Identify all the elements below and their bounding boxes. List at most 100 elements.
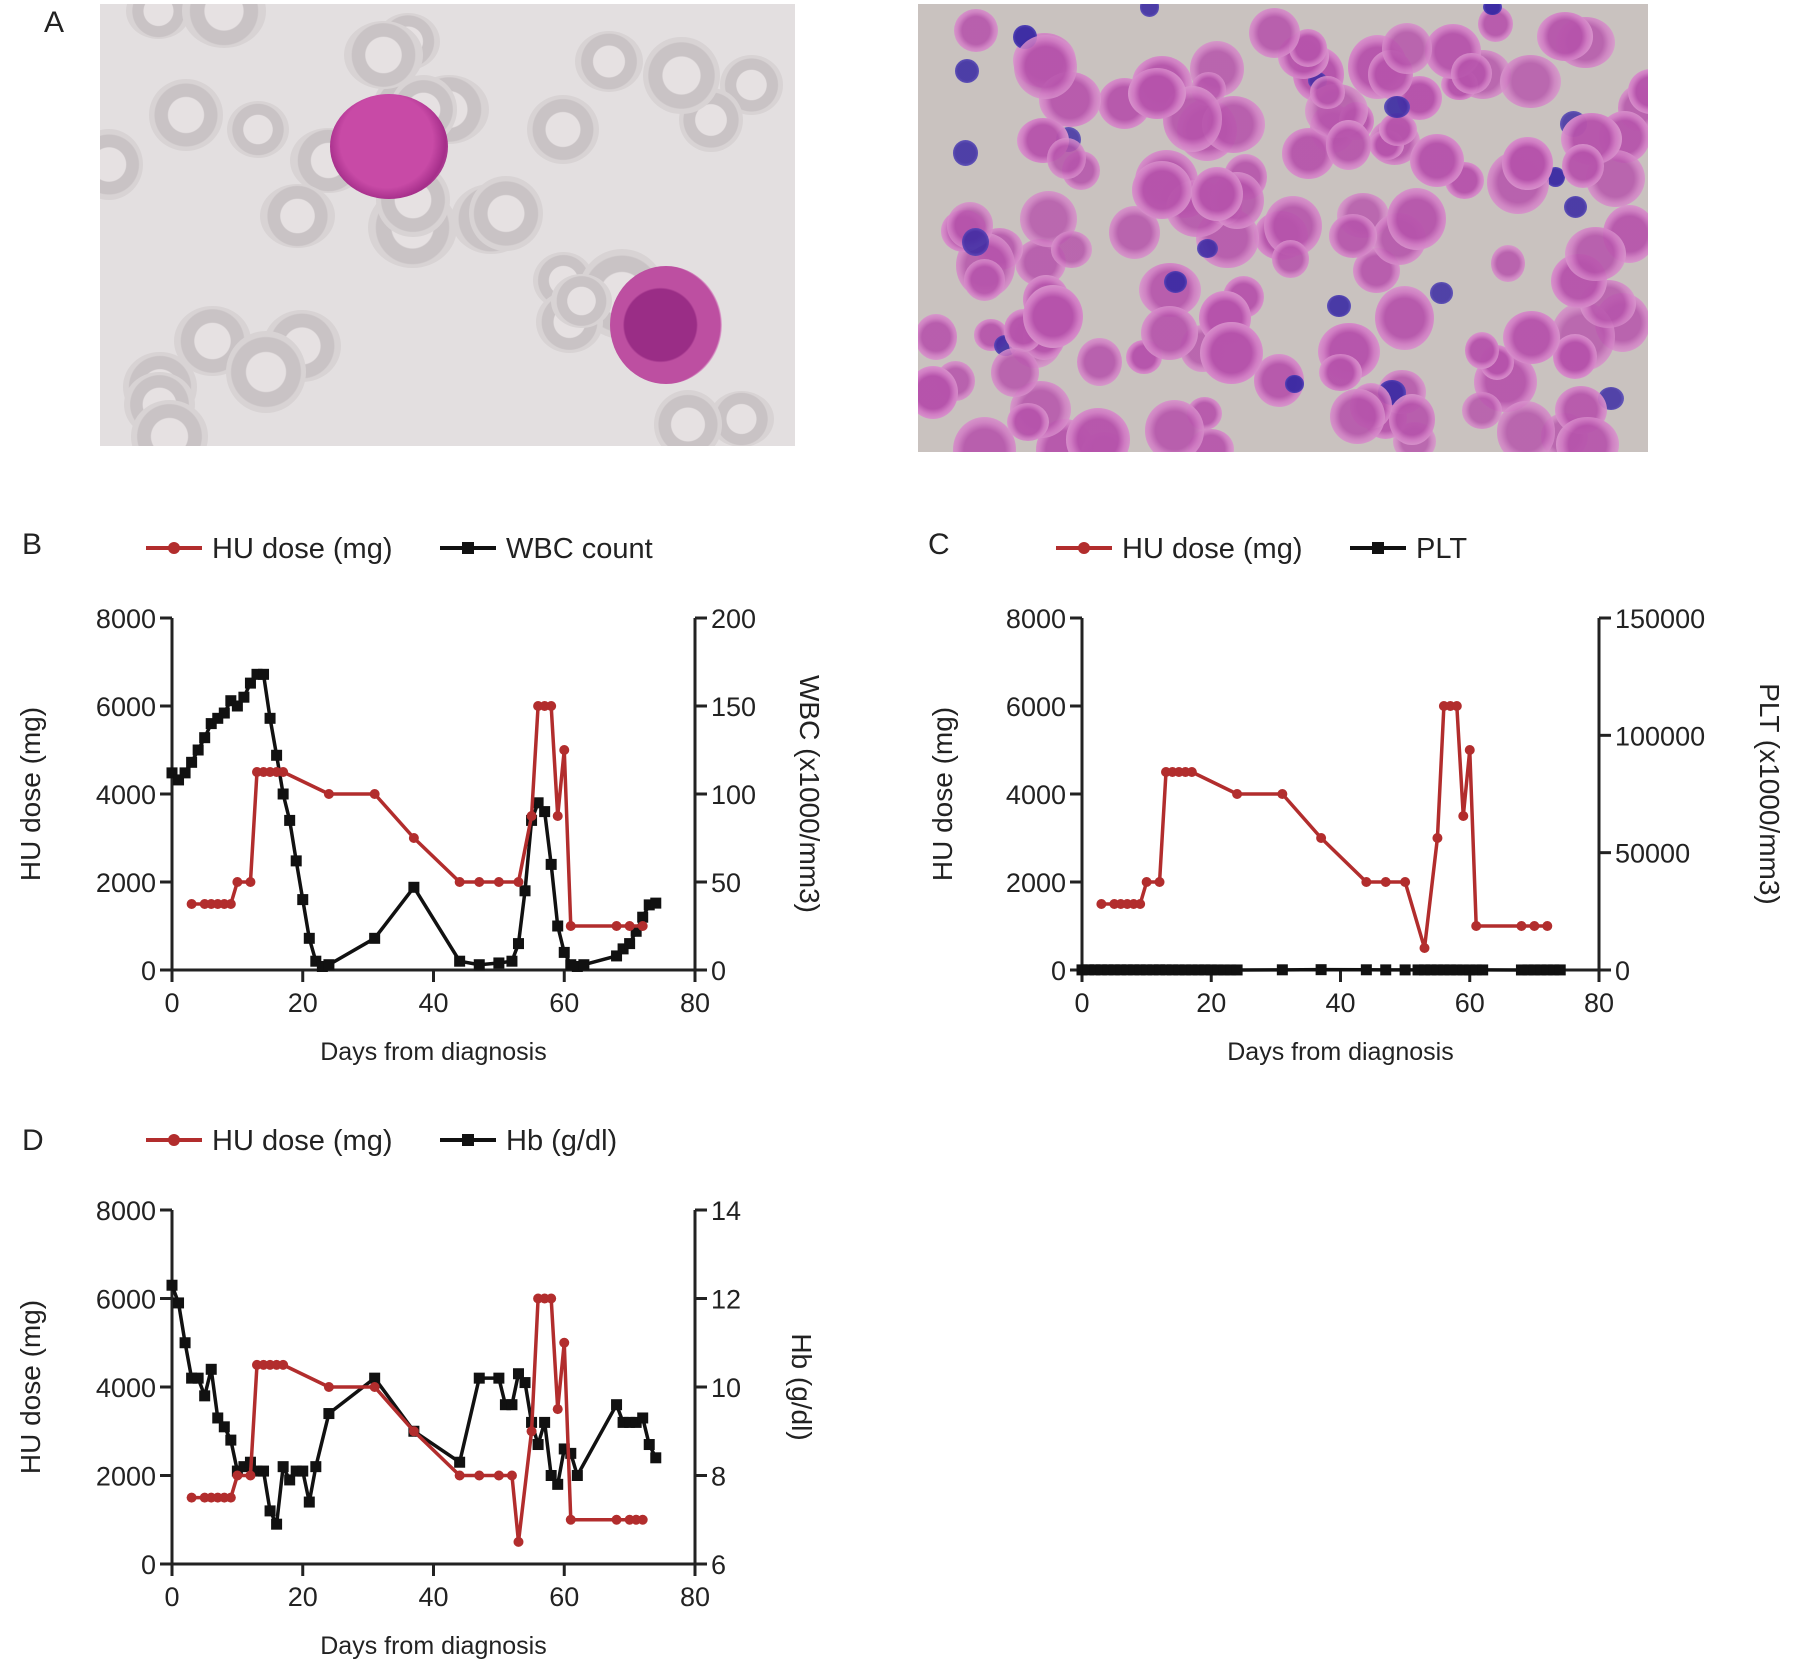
data-point <box>1360 964 1372 976</box>
data-point <box>1205 964 1217 976</box>
data-point <box>231 700 243 712</box>
x-tick-label: 60 <box>549 988 579 1018</box>
series-line <box>1101 704 1548 950</box>
data-point <box>258 668 270 680</box>
data-point <box>212 712 224 724</box>
data-point <box>1115 964 1127 976</box>
data-point <box>166 767 178 779</box>
y-left-tick-label: 4000 <box>96 780 156 810</box>
data-point <box>611 1399 623 1411</box>
data-point <box>408 1426 419 1437</box>
data-point <box>1166 964 1178 976</box>
red-blood-cell <box>469 175 544 252</box>
data-point <box>565 1447 577 1459</box>
data-point <box>225 1434 237 1446</box>
data-point <box>454 955 466 967</box>
data-point <box>506 955 518 967</box>
y-left-tick-label: 6000 <box>96 692 156 722</box>
marrow-cell <box>1503 311 1560 364</box>
data-point <box>205 718 217 730</box>
y-right-tick-label: 150 <box>711 692 756 722</box>
legend-label: WBC count <box>506 533 653 565</box>
data-point <box>264 1505 276 1517</box>
data-point <box>1477 964 1489 976</box>
marrow-cell <box>1325 120 1372 170</box>
marrow-cell <box>1500 55 1562 109</box>
data-point <box>1082 964 1094 976</box>
x-tick-label: 80 <box>1584 988 1614 1018</box>
marrow-cell <box>1465 331 1500 369</box>
marrow-cell <box>1536 11 1594 61</box>
y-left-tick-label: 6000 <box>96 1285 156 1315</box>
y-right-axis-title: PLT (x1000/mm3) <box>1754 683 1785 904</box>
marrow-cell <box>1050 231 1092 269</box>
x-tick-label: 20 <box>288 1582 318 1612</box>
blood-smear-image <box>100 4 795 446</box>
chart-d-hb: 0 20 40 60 80 0 2000 4000 6000 8000 6 8 10 12 14 Days f… <box>15 1125 817 1660</box>
data-point <box>1457 964 1469 976</box>
lymphocyte <box>955 58 980 83</box>
marrow-cell <box>918 366 958 420</box>
red-blood-cell <box>226 101 289 159</box>
monocytoid-cell <box>610 266 722 384</box>
data-point <box>552 920 564 932</box>
data-point <box>1380 964 1392 976</box>
data-point <box>1516 921 1527 931</box>
legend-marker <box>462 1134 474 1146</box>
y-left-axis-title: HU dose (mg) <box>15 1300 46 1474</box>
data-point <box>499 1399 511 1411</box>
data-point <box>205 1363 217 1375</box>
data-point <box>630 925 642 937</box>
data-point <box>1451 964 1463 976</box>
panel-label-b: B <box>22 528 43 561</box>
data-point <box>179 767 191 779</box>
data-point <box>1141 964 1153 976</box>
data-point <box>539 806 551 818</box>
data-point <box>473 959 485 971</box>
data-point <box>1199 964 1211 976</box>
data-point <box>545 1470 557 1481</box>
data-point <box>617 1416 629 1428</box>
data-point <box>212 1412 224 1424</box>
data-point <box>637 911 649 923</box>
marrow-cell <box>1007 403 1050 441</box>
data-point <box>506 1470 517 1481</box>
data-point <box>1186 964 1198 976</box>
data-point <box>493 1470 504 1481</box>
marrow-cell <box>991 348 1039 398</box>
data-point <box>1232 789 1243 799</box>
data-point <box>546 701 557 711</box>
data-point <box>643 899 655 911</box>
y-left-tick-label: 0 <box>141 1550 156 1580</box>
data-point <box>539 1416 551 1428</box>
data-point <box>1141 877 1152 887</box>
data-point <box>297 1465 309 1477</box>
data-point <box>512 938 524 950</box>
x-tick-label: 60 <box>549 1582 579 1612</box>
x-axis-title: Days from diagnosis <box>1227 1038 1453 1066</box>
data-point <box>245 877 256 887</box>
chart-b-wbc: 0 20 40 60 8002000400060008000050100150200Da… <box>15 533 825 1066</box>
marrow-cell <box>1271 240 1309 279</box>
data-point <box>546 1293 557 1304</box>
y-right-tick-label: 0 <box>711 956 726 986</box>
data-point <box>506 1399 518 1411</box>
y-right-tick-label: 6 <box>711 1550 726 1580</box>
data-point <box>316 960 328 972</box>
data-point <box>1542 921 1553 931</box>
x-tick-label: 40 <box>418 1582 448 1612</box>
data-point <box>565 921 576 931</box>
y-right-tick-label: 14 <box>711 1196 741 1226</box>
y-left-tick-label: 2000 <box>1006 868 1066 898</box>
y-left-tick-label: 6000 <box>1006 692 1066 722</box>
lymphocyte <box>1285 375 1304 393</box>
data-point <box>611 1514 622 1525</box>
data-point <box>519 885 531 897</box>
data-point <box>624 938 636 950</box>
data-point <box>1128 964 1140 976</box>
legend-marker <box>462 542 474 554</box>
y-left-tick-label: 8000 <box>1006 604 1066 634</box>
data-point <box>1380 877 1391 887</box>
lymphocyte <box>952 139 979 166</box>
marrow-cell <box>1461 391 1503 429</box>
